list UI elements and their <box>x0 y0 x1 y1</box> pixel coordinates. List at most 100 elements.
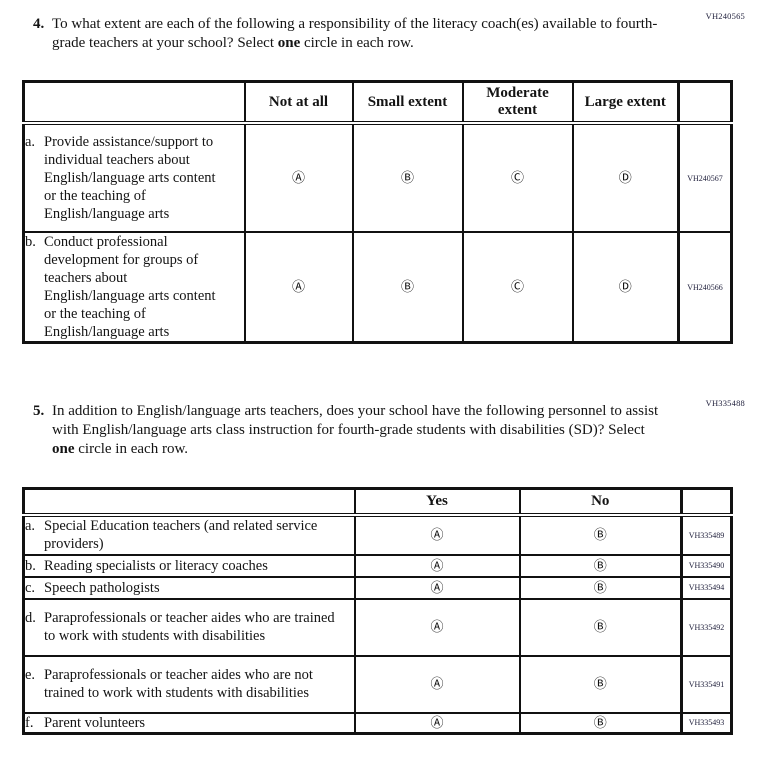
question5-row-b: b. Reading specialists or literacy coach… <box>22 553 733 578</box>
circle-a-icon[interactable]: Ⓐ <box>430 714 444 730</box>
question5-row-f-vh-code: VH335493 <box>680 711 733 735</box>
row-letter: b. <box>25 557 36 574</box>
circle-b-icon[interactable]: Ⓑ <box>593 579 607 595</box>
circle-a-icon[interactable]: Ⓐ <box>291 170 305 185</box>
question4-row-a-option-d[interactable]: Ⓓ <box>571 122 680 233</box>
question5-row-a: a. Special Education teachers (and relat… <box>22 513 733 556</box>
question4-header-large-extent: Large extent <box>571 80 680 125</box>
question5-row-a-option-yes[interactable]: Ⓐ <box>353 513 521 556</box>
question5-row-c-vh-code: VH335494 <box>680 575 733 600</box>
row-letter: f. <box>25 714 34 731</box>
question5-number: 5. <box>33 403 45 419</box>
question4-row-b-option-a[interactable]: Ⓐ <box>243 231 354 344</box>
question4-row-b-option-c[interactable]: Ⓒ <box>461 231 574 344</box>
row-label: Speech pathologists <box>44 579 160 596</box>
row-letter: a. <box>25 134 36 150</box>
row-letter: a. <box>25 518 36 534</box>
question4-vh-code: VH240565 <box>705 11 745 21</box>
question4-text: To what extent are each of the following… <box>52 15 668 53</box>
question4-row-a-label-cell: a. Provide assistance/support to individ… <box>22 122 246 233</box>
question5-row-c-option-yes[interactable]: Ⓐ <box>353 575 521 600</box>
question5-row-d-vh-code: VH335492 <box>680 597 733 657</box>
question4-row-b-option-b[interactable]: Ⓑ <box>351 231 464 344</box>
circle-a-icon[interactable]: Ⓐ <box>430 527 444 542</box>
question5-row-e-vh-code: VH335491 <box>680 654 733 714</box>
question5-row-d: d. Paraprofessionals or teacher aides wh… <box>22 597 733 657</box>
question4-header-empty <box>22 80 246 125</box>
circle-c-icon[interactable]: Ⓒ <box>510 279 524 294</box>
question5-row-b-option-yes[interactable]: Ⓐ <box>353 553 521 578</box>
question4-text-after: circle in each row. <box>300 35 414 51</box>
row-letter: d. <box>25 610 36 626</box>
circle-b-icon[interactable]: Ⓑ <box>400 279 414 294</box>
row-label: Reading specialists or literacy coaches <box>44 557 268 574</box>
question4-row-b-option-d[interactable]: Ⓓ <box>571 231 680 344</box>
question5-row-e-label-cell: e. Paraprofessionals or teacher aides wh… <box>22 654 356 714</box>
question5-row-d-option-yes[interactable]: Ⓐ <box>353 597 521 657</box>
circle-b-icon[interactable]: Ⓑ <box>593 714 607 730</box>
question5-row-d-option-no[interactable]: Ⓑ <box>518 597 683 657</box>
question4-row-a-vh-code: VH240567 <box>677 122 733 233</box>
circle-b-icon[interactable]: Ⓑ <box>593 527 607 542</box>
question4-text-bold: one <box>277 35 301 51</box>
circle-d-icon[interactable]: Ⓓ <box>618 279 632 294</box>
question5-text-after: circle in each row. <box>74 441 189 457</box>
question5-table-header-row: Yes No <box>22 487 733 517</box>
row-label: Paraprofessionals or teacher aides who a… <box>44 667 313 701</box>
question4-row-b-label-cell: b. Conduct professional development for … <box>22 231 246 344</box>
question4-number: 4. <box>33 16 45 32</box>
question4-row-a: a. Provide assistance/support to individ… <box>22 122 733 233</box>
circle-d-icon[interactable]: Ⓓ <box>618 170 632 185</box>
question5-row-e-option-no[interactable]: Ⓑ <box>518 654 683 714</box>
question5-row-a-vh-code: VH335489 <box>680 513 733 556</box>
circle-b-icon[interactable]: Ⓑ <box>400 170 414 185</box>
circle-a-icon[interactable]: Ⓐ <box>291 279 305 294</box>
question5-row-a-option-no[interactable]: Ⓑ <box>518 513 683 556</box>
question5-row-e: e. Paraprofessionals or teacher aides wh… <box>22 654 733 714</box>
question5-row-c-label-cell: c. Speech pathologists <box>22 575 356 600</box>
circle-c-icon[interactable]: Ⓒ <box>510 170 524 185</box>
question5-prompt: 5. In addition to English/language arts … <box>33 402 668 459</box>
row-label: Parent volunteers <box>44 714 146 731</box>
row-label: Paraprofessionals or teacher aides who a… <box>44 610 335 644</box>
question5-header-code-col <box>680 487 733 517</box>
row-label: Provide assistance/support to individual… <box>44 134 216 222</box>
question5-row-e-option-yes[interactable]: Ⓐ <box>353 654 521 714</box>
question5-row-d-label-cell: d. Paraprofessionals or teacher aides wh… <box>22 597 356 657</box>
question4-row-a-option-b[interactable]: Ⓑ <box>351 122 464 233</box>
question4-row-b: b. Conduct professional development for … <box>22 231 733 344</box>
question4-prompt: 4. To what extent are each of the follow… <box>33 15 668 53</box>
question5-row-c-option-no[interactable]: Ⓑ <box>518 575 683 600</box>
question4-row-a-option-a[interactable]: Ⓐ <box>243 122 354 233</box>
question5-row-c: c. Speech pathologists Ⓐ Ⓑ VH335494 <box>22 575 733 600</box>
question5-row-f-option-yes[interactable]: Ⓐ <box>353 711 521 735</box>
question5-row-f: f. Parent volunteers Ⓐ Ⓑ VH335493 <box>22 711 733 735</box>
question4-header-small-extent: Small extent <box>351 80 464 125</box>
question5-row-f-label-cell: f. Parent volunteers <box>22 711 356 735</box>
circle-b-icon[interactable]: Ⓑ <box>593 619 607 634</box>
row-letter: c. <box>25 579 36 596</box>
circle-a-icon[interactable]: Ⓐ <box>430 676 444 691</box>
question4-header-moderate-extent: Moderate extent <box>461 80 574 125</box>
circle-b-icon[interactable]: Ⓑ <box>593 676 607 691</box>
question5-row-a-label-cell: a. Special Education teachers (and relat… <box>22 513 356 556</box>
question5-header-empty <box>22 487 356 517</box>
question5-row-b-option-no[interactable]: Ⓑ <box>518 553 683 578</box>
row-letter: e. <box>25 667 36 683</box>
question5-row-b-label-cell: b. Reading specialists or literacy coach… <box>22 553 356 578</box>
circle-a-icon[interactable]: Ⓐ <box>430 579 444 595</box>
question5-header-yes: Yes <box>353 487 521 517</box>
question4-table: Not at all Small extent Moderate extent … <box>22 80 733 344</box>
question5-row-f-option-no[interactable]: Ⓑ <box>518 711 683 735</box>
row-label: Special Education teachers (and related … <box>44 518 318 552</box>
question5-table: Yes No a. Special Education teachers (an… <box>22 487 733 735</box>
question5-row-b-vh-code: VH335490 <box>680 553 733 578</box>
row-letter: b. <box>25 234 36 250</box>
circle-b-icon[interactable]: Ⓑ <box>593 557 607 573</box>
circle-a-icon[interactable]: Ⓐ <box>430 619 444 634</box>
question4-row-a-option-c[interactable]: Ⓒ <box>461 122 574 233</box>
question4-row-b-vh-code: VH240566 <box>677 231 733 344</box>
question4-text-before: To what extent are each of the following… <box>52 16 658 51</box>
circle-a-icon[interactable]: Ⓐ <box>430 557 444 573</box>
